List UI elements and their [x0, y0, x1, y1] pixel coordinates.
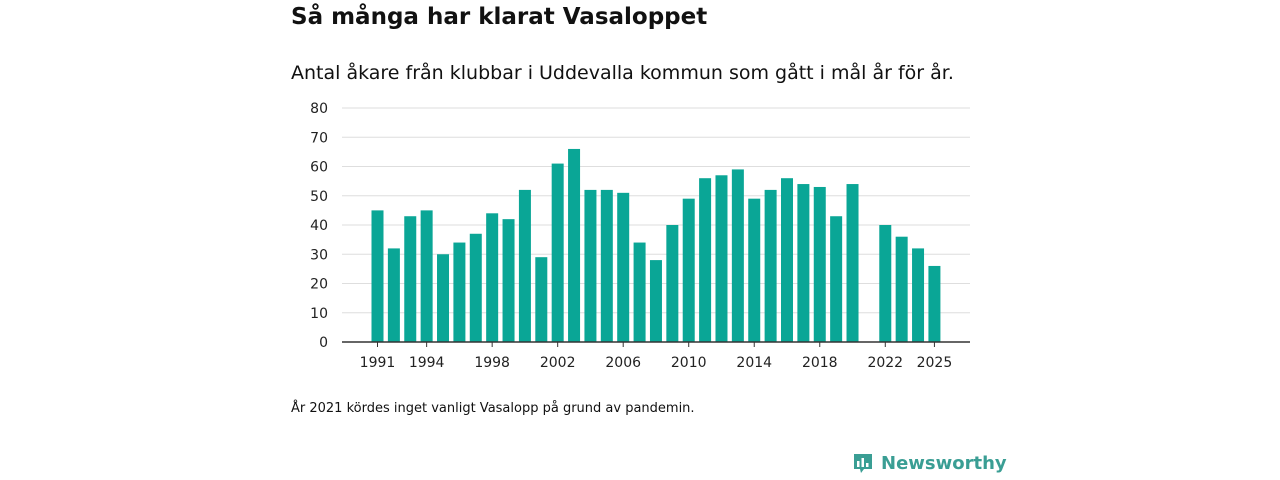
bar-1995	[437, 254, 450, 342]
x-tick-label: 1998	[474, 355, 510, 371]
x-tick-label: 2002	[540, 355, 576, 371]
x-tick-label: 2018	[802, 355, 838, 371]
bar-2012	[715, 175, 728, 342]
x-tick-label: 2025	[917, 355, 953, 371]
y-tick-label: 70	[310, 130, 328, 146]
x-tick-label: 2014	[736, 355, 772, 371]
bar-chart: 0 10 20 30 40 50 60 70 80 1991 1994 1998 2002 2006 20…	[310, 101, 970, 371]
y-tick-label: 30	[310, 247, 328, 263]
bar-2009	[666, 225, 679, 342]
bar-1999	[502, 219, 515, 342]
bar-2017	[797, 184, 810, 342]
bar-1997	[469, 233, 482, 342]
x-tick-label: 1991	[360, 355, 396, 371]
bar-2001	[535, 257, 548, 342]
y-tick-label: 60	[310, 160, 328, 176]
bar-2020	[846, 184, 859, 342]
newsworthy-chart-icon	[854, 454, 872, 473]
y-axis-ticks: 0 10 20 30 40 50 60 70 80	[310, 101, 328, 351]
bar-2018	[813, 186, 826, 342]
bar-2025	[928, 265, 941, 342]
bar-2006	[617, 192, 630, 342]
y-tick-label: 20	[310, 277, 328, 293]
y-tick-label: 80	[310, 101, 328, 117]
x-tick-label: 2010	[671, 355, 707, 371]
chart-title: Så många har klarat Vasaloppet	[291, 4, 708, 30]
bar-2004	[584, 189, 597, 342]
y-tick-label: 50	[310, 189, 328, 205]
bar-1991	[371, 210, 384, 343]
x-tick-label: 1994	[409, 355, 445, 371]
bar-2019	[830, 216, 843, 342]
bar-2005	[600, 189, 613, 342]
bar-2003	[568, 148, 581, 342]
bar-1993	[404, 216, 417, 342]
bar-1996	[453, 242, 466, 342]
bar-2013	[731, 169, 744, 342]
bar-2024	[912, 248, 925, 342]
brand-name: Newsworthy	[881, 452, 1007, 474]
bar-1992	[387, 248, 400, 342]
bar-2008	[649, 260, 662, 342]
bar-2014	[748, 198, 761, 342]
bar-2023	[895, 236, 908, 342]
x-tick-label: 2006	[605, 355, 641, 371]
bar-2015	[764, 189, 777, 342]
bar-2002	[551, 163, 564, 342]
bar-2007	[633, 242, 646, 342]
chart-subtitle: Antal åkare från klubbar i Uddevalla kom…	[291, 62, 954, 84]
bar-2000	[518, 189, 531, 342]
bar-2011	[699, 178, 712, 342]
bar-2010	[682, 198, 695, 342]
bar-1994	[420, 210, 433, 343]
x-axis-ticks: 1991 1994 1998 2002 2006 2010 2014 2018 2022 2025	[360, 342, 953, 371]
y-tick-label: 0	[319, 335, 328, 351]
bars	[371, 148, 941, 343]
x-tick-label: 2022	[867, 355, 903, 371]
bar-2016	[781, 178, 793, 342]
bar-1998	[486, 213, 499, 342]
y-tick-label: 40	[310, 218, 328, 234]
newsworthy-logo: Newsworthy	[852, 452, 1007, 474]
y-tick-label: 10	[310, 306, 328, 322]
footnote: År 2021 kördes inget vanligt Vasalopp på…	[291, 401, 695, 416]
bar-2022	[879, 225, 892, 342]
